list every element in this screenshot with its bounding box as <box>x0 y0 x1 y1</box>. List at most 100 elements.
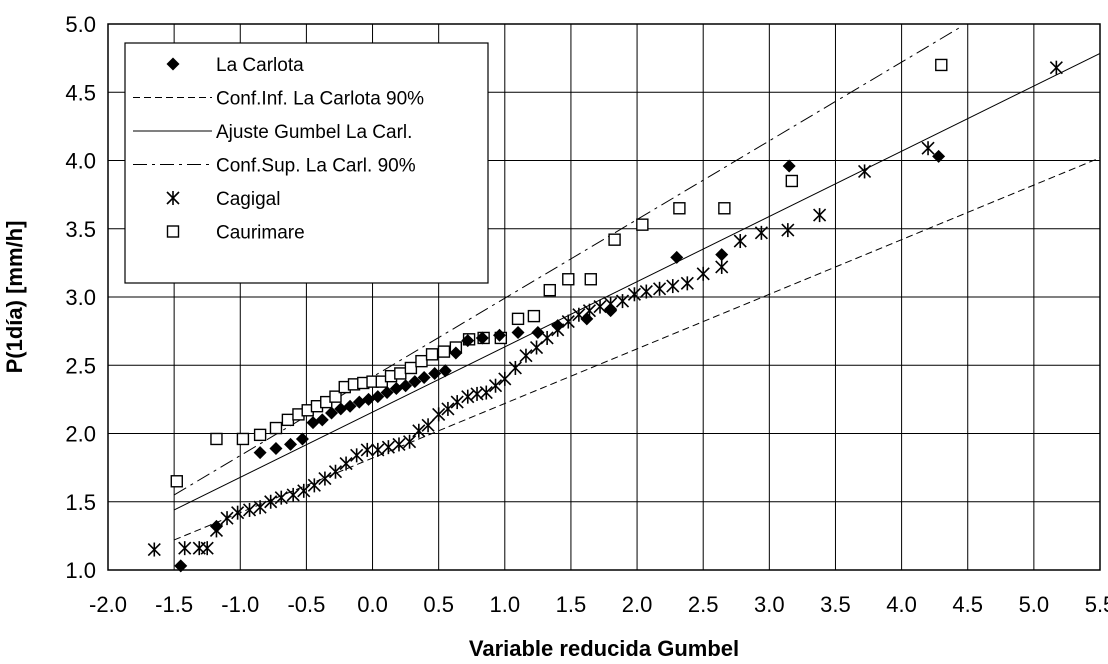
square-marker <box>404 361 418 375</box>
square-marker <box>210 432 223 446</box>
diamond-marker <box>417 371 431 385</box>
asterisk-marker <box>488 378 503 393</box>
asterisk-marker <box>813 208 827 223</box>
asterisk-marker <box>178 541 192 556</box>
asterisk-marker <box>286 487 300 502</box>
y-tick-label: 1.5 <box>65 490 96 515</box>
x-tick-label: 0.0 <box>357 592 388 617</box>
diamond-marker <box>209 519 223 533</box>
diamond-marker <box>551 319 565 333</box>
asterisk-marker <box>733 234 747 249</box>
asterisk-marker <box>264 494 278 509</box>
diamond-marker <box>715 248 729 262</box>
asterisk-marker <box>412 423 426 438</box>
diamond-marker <box>493 328 507 342</box>
square-marker <box>935 58 948 72</box>
asterisk-marker <box>921 141 935 156</box>
asterisk-marker <box>403 434 417 449</box>
asterisk-marker <box>461 389 475 404</box>
asterisk-marker <box>615 294 630 309</box>
square-marker <box>329 390 342 403</box>
asterisk-marker <box>781 223 795 238</box>
diamond-marker <box>343 399 357 413</box>
asterisk-marker <box>350 448 364 463</box>
asterisk-marker <box>479 385 493 400</box>
diamond-marker <box>475 331 489 345</box>
square-marker <box>511 312 525 326</box>
square-marker <box>170 475 183 488</box>
x-tick-label: 5.5 <box>1085 592 1108 617</box>
diamond-marker <box>531 325 545 339</box>
asterisk-marker <box>1049 60 1063 75</box>
square-marker <box>673 202 686 215</box>
y-tick-label: 1.0 <box>65 558 96 583</box>
asterisk-marker <box>680 276 694 291</box>
x-tick-label: -0.5 <box>287 592 325 617</box>
diamond-marker <box>428 366 442 380</box>
asterisk-marker <box>166 191 180 205</box>
square-marker <box>425 348 439 361</box>
x-tick-label: -2.0 <box>89 592 127 617</box>
diamond-marker <box>306 416 320 430</box>
diamond-marker <box>166 57 180 71</box>
x-tick-label: 2.5 <box>688 592 719 617</box>
asterisk-marker <box>274 490 288 505</box>
legend-label: Cagigal <box>216 189 280 210</box>
asterisk-marker <box>498 371 512 386</box>
legend-label: Ajuste Gumbel La Carl. <box>216 122 412 143</box>
square-marker <box>394 367 407 380</box>
asterisk-marker <box>508 360 522 375</box>
asterisk-marker <box>220 511 234 526</box>
y-tick-label: 3.0 <box>65 285 96 310</box>
x-tick-label: 4.0 <box>886 592 917 617</box>
x-tick-label: -1.5 <box>155 592 193 617</box>
square-marker <box>785 174 799 188</box>
diamond-marker <box>580 312 594 326</box>
asterisk-marker <box>450 395 464 410</box>
asterisk-marker <box>192 541 206 556</box>
diamond-marker <box>604 304 618 318</box>
asterisk-marker <box>857 164 872 179</box>
asterisk-marker <box>360 442 374 457</box>
diamond-marker <box>284 437 298 451</box>
legend-label: La Carlota <box>216 55 304 76</box>
asterisk-marker <box>421 418 435 433</box>
square-marker <box>236 432 250 446</box>
diamond-marker <box>380 386 394 400</box>
asterisk-marker <box>318 471 332 486</box>
legend-label: Conf.Inf. La Carlota 90% <box>216 89 424 110</box>
x-tick-label: 5.0 <box>1019 592 1050 617</box>
x-tick-labels: -2.0 -1.5 -1.0 -0.5 0.0 0.5 1.0 1.5 2.0 2.5 3.0 3.5… <box>89 592 1108 617</box>
diamond-marker <box>438 364 452 378</box>
asterisk-marker <box>652 281 667 296</box>
y-tick-label: 5.0 <box>65 12 96 37</box>
y-tick-label: 2.5 <box>65 353 96 378</box>
asterisk-marker <box>593 299 607 314</box>
fit-line <box>173 26 962 496</box>
diamond-marker <box>325 406 339 420</box>
asterisk-marker <box>328 464 343 479</box>
asterisk-marker <box>639 284 653 299</box>
x-tick-label: 1.0 <box>490 592 521 617</box>
diamond-marker <box>253 446 267 460</box>
diamond-marker <box>670 250 684 264</box>
square-marker <box>437 345 451 358</box>
asterisk-marker <box>666 279 680 294</box>
square-marker <box>253 428 267 442</box>
asterisk-marker <box>381 440 395 455</box>
x-tick-label: -1.0 <box>221 592 259 617</box>
diamond-marker <box>352 395 366 409</box>
asterisk-marker <box>540 330 554 345</box>
diamond-marker <box>408 375 422 389</box>
legend-label: Caurimare <box>216 223 305 244</box>
asterisk-marker <box>147 542 161 557</box>
x-tick-label: 4.5 <box>952 592 983 617</box>
diamond-marker <box>461 334 475 348</box>
square-marker <box>562 273 575 286</box>
asterisk-marker <box>297 483 311 498</box>
asterisk-marker <box>715 259 729 274</box>
asterisk-marker <box>307 478 321 493</box>
asterisk-marker <box>470 386 484 401</box>
diamond-marker <box>932 149 946 163</box>
